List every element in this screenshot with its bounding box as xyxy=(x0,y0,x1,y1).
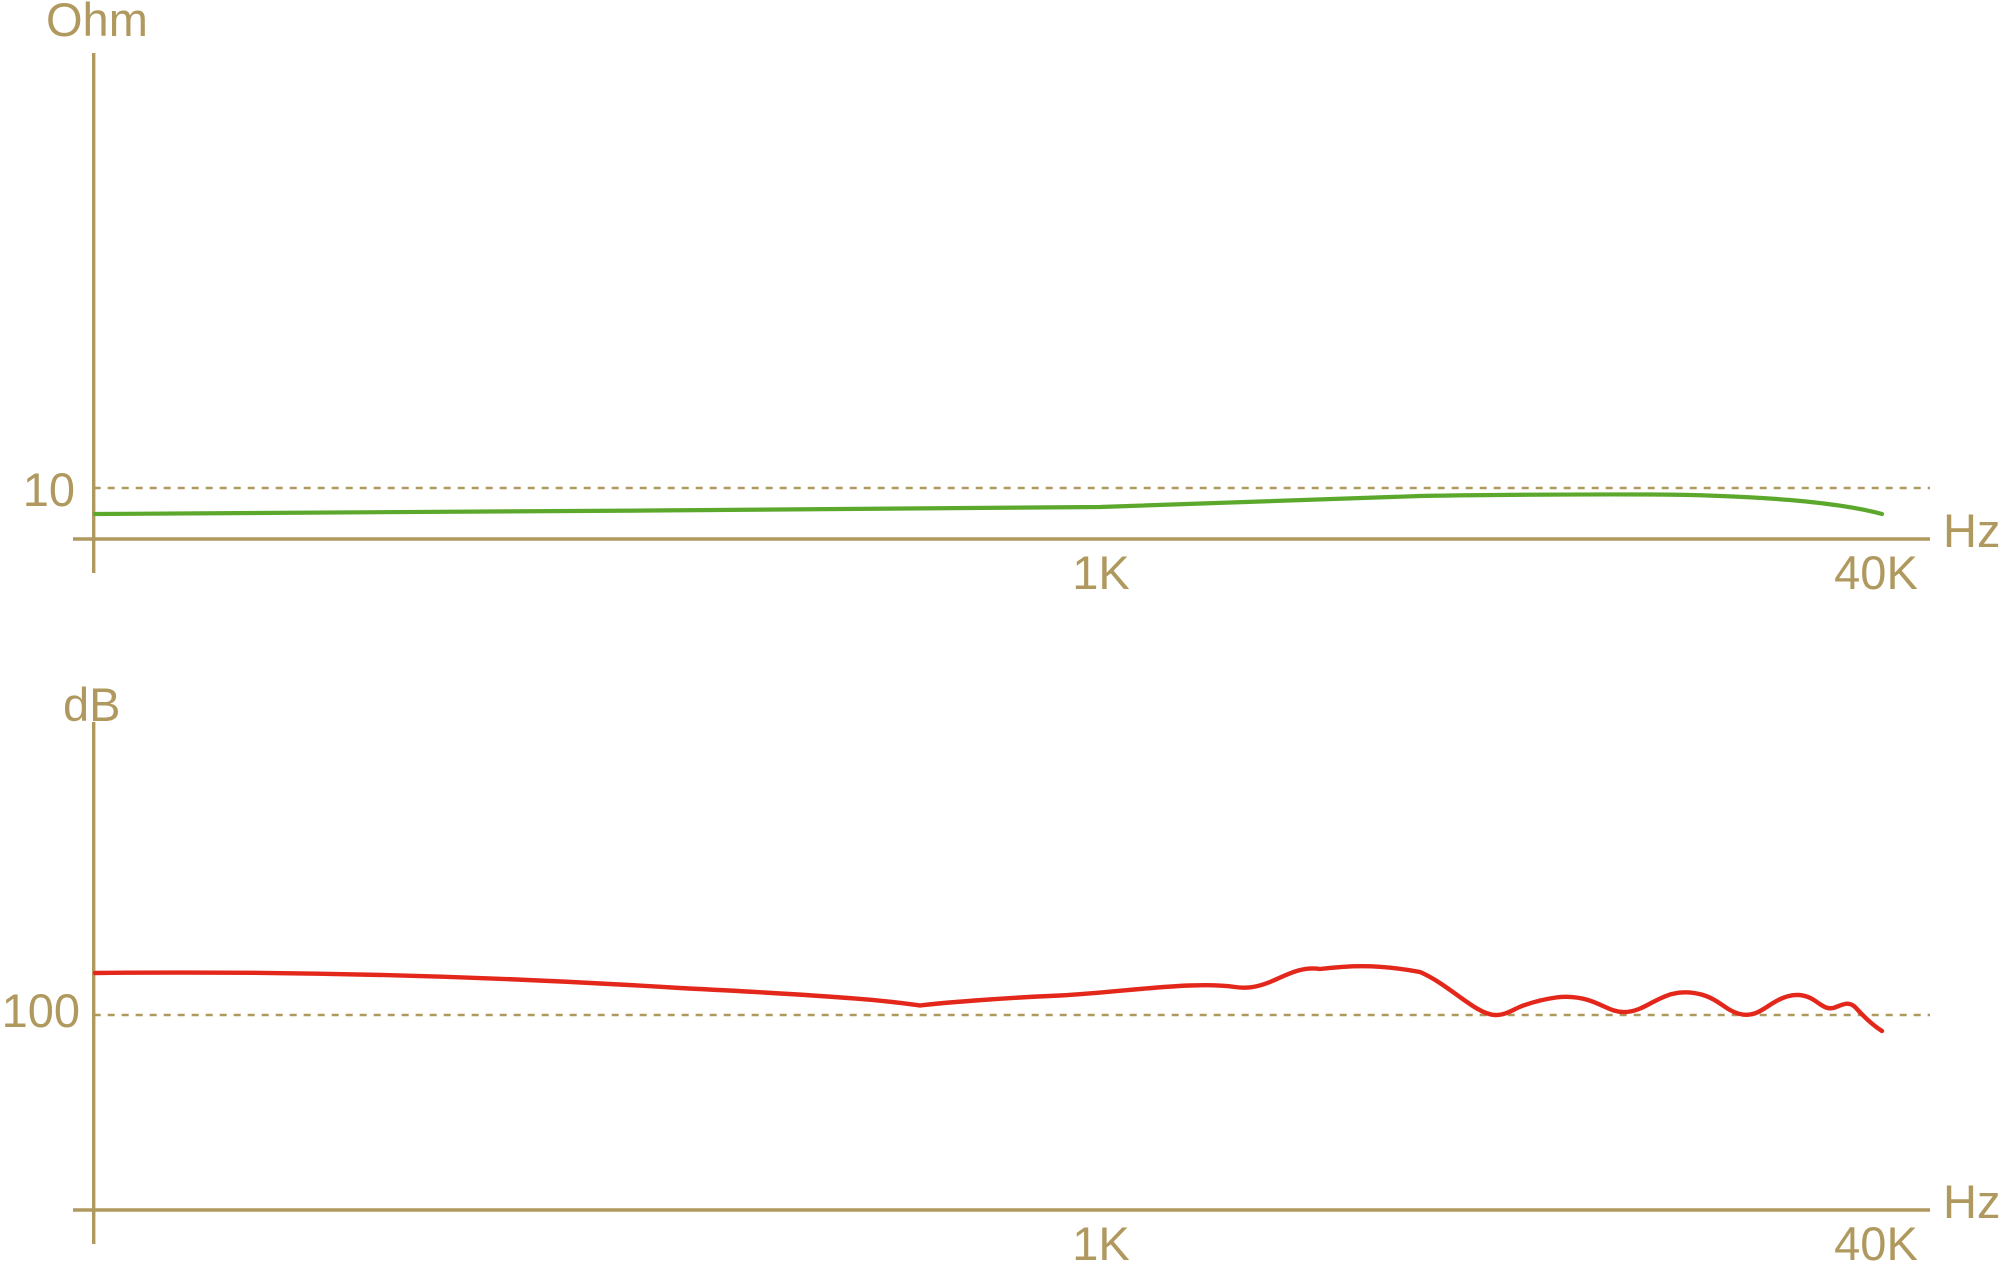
svg-text:dB: dB xyxy=(63,678,121,731)
svg-text:1K: 1K xyxy=(1072,546,1130,599)
svg-text:Ohm: Ohm xyxy=(46,0,148,46)
svg-text:100: 100 xyxy=(2,984,80,1037)
svg-text:1K: 1K xyxy=(1072,1217,1130,1261)
svg-text:10: 10 xyxy=(23,463,75,516)
svg-text:Hz: Hz xyxy=(1943,504,2000,557)
svg-text:40K: 40K xyxy=(1834,1217,1918,1261)
svg-text:40K: 40K xyxy=(1834,546,1918,599)
svg-text:Hz: Hz xyxy=(1943,1175,2000,1228)
